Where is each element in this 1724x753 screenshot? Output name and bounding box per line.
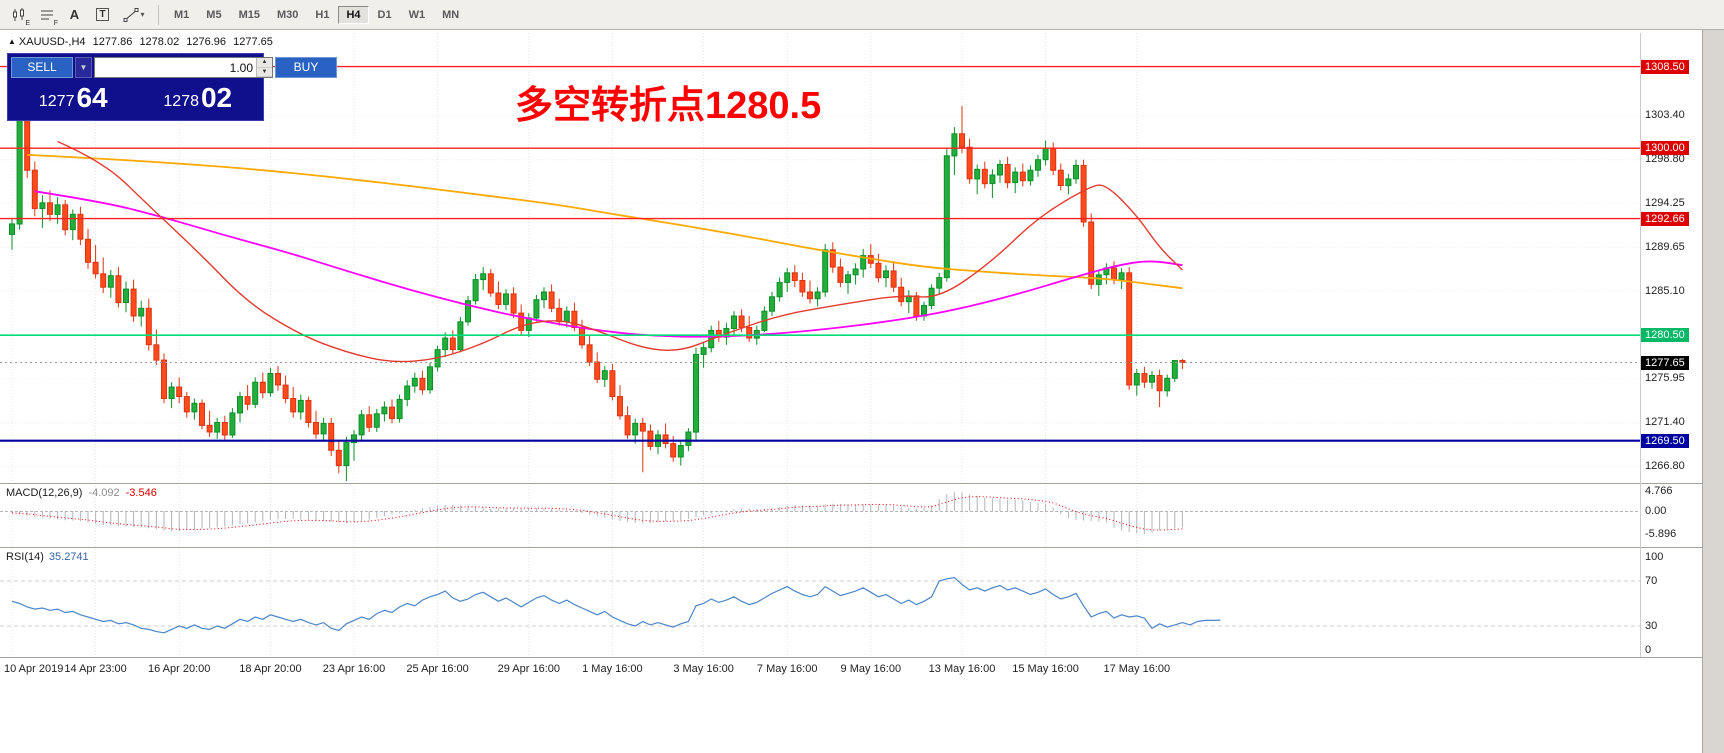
window-right-edge [1702,30,1724,753]
bar-chart-icon[interactable]: E [5,3,32,27]
volume-decrease-button[interactable]: ▼ [257,67,272,77]
ma-slow-orange[interactable] [27,154,1183,290]
price-direction-icon: ▲ [8,37,16,46]
ma-fast-red[interactable] [57,140,1183,363]
quote-close: 1277.65 [233,36,273,48]
candles-layer [9,106,1186,481]
chart-template-icon [40,10,53,19]
quote-open: 1277.86 [92,36,133,48]
timeframe-button-m30[interactable]: M30 [269,6,306,24]
quote-high: 1278.02 [139,36,180,48]
buy-price[interactable]: 127802 [136,81,261,117]
top-toolbar: E F A T ▾ M1 M5 M15 M30 H1 H4 D1 W1 MN [0,0,1724,30]
one-click-trade-panel: SELL ▼ ▲ ▼ BUY 127764 127802 [7,53,337,121]
volume-input[interactable] [95,58,256,77]
sell-price-main: 1277 [38,93,75,110]
price-axis[interactable] [1641,31,1702,657]
sell-price-pips: 64 [76,82,108,113]
sell-button[interactable]: SELL [11,57,73,78]
symbol-label: XAUUSD-,H4 [18,36,86,48]
timeframe-button-m15[interactable]: M15 [231,6,268,24]
timeframe-button-d1[interactable]: D1 [370,6,400,24]
timeframe-button-h1[interactable]: H1 [307,6,337,24]
quote-header: ▲ XAUUSD-,H4 1277.86 1278.02 1276.96 1277… [8,36,277,48]
buy-button[interactable]: BUY [275,57,337,78]
tool-badge: E [25,19,30,27]
timeframe-button-m1[interactable]: M1 [166,6,197,24]
buy-price-main: 1278 [163,93,199,110]
text-label-icon: A [69,7,80,22]
chevron-down-icon: ▾ [140,10,145,19]
volume-field: ▲ ▼ [94,57,273,78]
quote-low: 1276.96 [186,36,227,48]
grid-vertical-lines [11,33,1138,656]
chevron-down-icon: ▼ [79,63,88,72]
volume-spinner: ▲ ▼ [256,58,272,77]
timeframe-button-mn[interactable]: MN [434,6,467,24]
toolbar-separator [158,4,159,25]
bar-chart-icon [12,7,24,21]
order-type-dropdown[interactable]: ▼ [75,57,92,78]
sell-price[interactable]: 127764 [11,81,136,117]
timeframe-button-h4[interactable]: H4 [338,5,369,24]
rsi-line [11,576,1221,634]
text-label-icon[interactable]: A [61,3,88,27]
timeframe-button-m5[interactable]: M5 [198,6,229,24]
time-axis[interactable] [0,658,1640,684]
draw-tools-icon[interactable]: ▾ [117,3,151,27]
volume-increase-button[interactable]: ▲ [257,58,272,68]
text-box-icon: T [96,8,109,21]
text-box-icon[interactable]: T [89,3,116,27]
tool-badge: F [53,19,58,27]
chart-annotation[interactable]: 多空转折点1280.5 [515,85,822,127]
chart-template-icon[interactable]: F [33,3,60,27]
timeframe-button-w1[interactable]: W1 [401,6,434,24]
timeframe-toolbar: M1 M5 M15 M30 H1 H4 D1 W1 MN [166,5,467,24]
buy-price-pips: 02 [200,82,233,113]
draw-tools-icon [123,7,139,22]
grid-horizontal-lines [0,115,1640,468]
macd-histogram [11,492,1183,534]
